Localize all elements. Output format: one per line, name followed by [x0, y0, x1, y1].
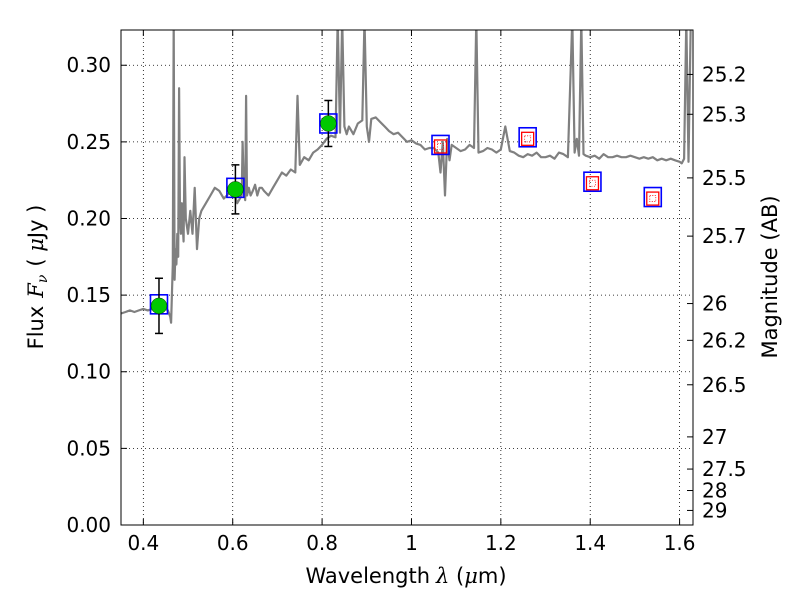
- y2-tick-label: 28: [702, 479, 727, 503]
- grid-lines: [121, 30, 693, 526]
- x-tick-label: 0.6: [217, 531, 249, 555]
- y-axis-title: FluxFν( μJy ): [24, 205, 51, 350]
- y2-tick-label: 26.2: [702, 328, 747, 352]
- upper-limit-inner: [649, 195, 657, 202]
- x-tick-label: 1.2: [485, 531, 517, 555]
- x-axis-title: Wavelength λ (μm): [305, 564, 506, 588]
- y-tick-label: 0.10: [66, 360, 111, 384]
- x-tick-label: 0.8: [306, 531, 338, 555]
- marker-layer: [149, 99, 663, 335]
- x-tick-label: 0.4: [127, 531, 159, 555]
- y2-axis-title: Magnitude (AB): [758, 195, 782, 358]
- upper-limit-inner: [524, 135, 532, 143]
- tick-marks: [121, 30, 693, 526]
- y-tick-label: 0.30: [66, 53, 111, 77]
- x-tick-label: 1.6: [664, 531, 696, 555]
- y2-tick-label: 27: [702, 425, 727, 449]
- y2-tick-label: 25.7: [702, 224, 747, 248]
- observed-point: [227, 181, 244, 198]
- y2-tick-label: 27.5: [702, 457, 747, 481]
- upper-limit-inner: [589, 179, 596, 187]
- tick-labels: 0.4 0.6 0.8 1 1.2 1.4 1.6 0.00 0.05 0.10 0.15 0.20 0…: [66, 53, 746, 555]
- upper-limit-marker: [433, 139, 448, 154]
- observed-point: [320, 115, 337, 132]
- y2-tick-label: 25.3: [702, 102, 747, 126]
- plot-frame: [120, 29, 694, 526]
- model-square-marker: [643, 186, 663, 208]
- y-tick-label: 0.15: [66, 283, 111, 307]
- spectrum-layer: [121, 30, 692, 324]
- upper-limit-marker: [521, 131, 535, 146]
- y2-tick-label: 25.5: [702, 166, 747, 190]
- y2-tick-label: 25.2: [702, 62, 747, 86]
- y2-tick-label: 26.5: [702, 373, 747, 397]
- upper-limit-inner: [437, 143, 444, 150]
- y-tick-label: 0.20: [66, 206, 111, 230]
- x-tick-label: 1.4: [574, 531, 606, 555]
- y-tick-label: 0.25: [66, 130, 111, 154]
- model-square-marker: [431, 134, 450, 156]
- x-tick-label: 1: [405, 531, 418, 555]
- y-tick-label: 0.00: [66, 513, 111, 537]
- observed-point: [150, 297, 168, 315]
- upper-limit-marker: [646, 191, 660, 206]
- y2-tick-label: 26: [702, 292, 727, 316]
- y-tick-label: 0.05: [66, 436, 111, 460]
- spectrum-line: [121, 30, 692, 324]
- upper-limit-marker: [585, 176, 600, 191]
- model-square-marker: [583, 171, 602, 193]
- model-square-marker: [518, 126, 537, 148]
- y2-tick-label: 29: [702, 498, 727, 522]
